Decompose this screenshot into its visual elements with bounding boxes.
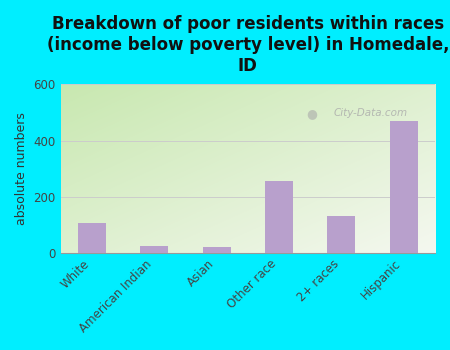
- Text: ●: ●: [306, 107, 317, 120]
- Bar: [265, 181, 293, 253]
- Bar: [390, 121, 418, 253]
- Text: City-Data.com: City-Data.com: [334, 108, 408, 118]
- Bar: [202, 247, 231, 253]
- Title: Breakdown of poor residents within races
(income below poverty level) in Homedal: Breakdown of poor residents within races…: [47, 15, 449, 75]
- Bar: [140, 246, 168, 253]
- Bar: [328, 216, 356, 253]
- Y-axis label: absolute numbers: absolute numbers: [15, 112, 28, 225]
- Bar: [78, 223, 106, 253]
